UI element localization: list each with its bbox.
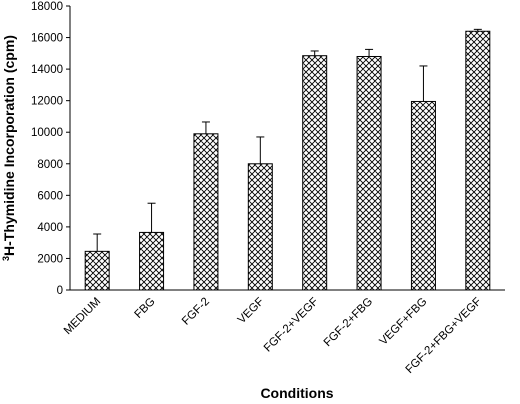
y-tick-label: 10000 bbox=[31, 127, 63, 139]
bar-vegf bbox=[247, 163, 273, 291]
bar-fgf-2-plus-fbg-plus-vegf bbox=[465, 30, 491, 291]
y-axis-title-superscript: 3 bbox=[1, 256, 11, 261]
y-tick-label: 4000 bbox=[37, 222, 63, 234]
y-tick-label: 8000 bbox=[37, 159, 63, 171]
bars bbox=[84, 28, 491, 291]
bar-fgf-2-plus-vegf bbox=[302, 55, 328, 291]
y-axis-ticks: 0 2000 4000 6000 8000 10000 12000 14000 16000 180… bbox=[31, 1, 70, 297]
x-category-label: FGF-2 bbox=[180, 296, 212, 328]
bar-fgf-2 bbox=[193, 133, 219, 291]
x-axis-title: Conditions bbox=[260, 385, 333, 401]
y-tick-label: 14000 bbox=[31, 64, 63, 76]
bar-vegf-plus-fbg bbox=[410, 100, 436, 291]
bar-fbg bbox=[139, 231, 165, 291]
y-tick-label: 2000 bbox=[37, 253, 63, 265]
x-category-label: FGF-2+FBG bbox=[322, 296, 375, 349]
x-category-label: MEDIUM bbox=[62, 296, 103, 337]
y-tick-label: 12000 bbox=[31, 96, 63, 108]
y-tick-label: 6000 bbox=[37, 190, 63, 202]
bar-fgf-2-plus-fbg bbox=[356, 55, 382, 291]
y-tick-label: 18000 bbox=[31, 1, 63, 13]
y-tick-label: 16000 bbox=[31, 33, 63, 45]
x-category-label: FGF-2+VEGF bbox=[262, 296, 321, 355]
y-tick-label: 0 bbox=[57, 285, 63, 297]
bar-medium bbox=[84, 250, 110, 291]
x-category-label: VEGF+FBG bbox=[377, 296, 429, 348]
y-axis-title: 3H-Thymidine Incorporation (cpm) bbox=[1, 35, 17, 261]
x-category-label: VEGF bbox=[236, 296, 267, 327]
y-axis-title-main: H-Thymidine Incorporation (cpm) bbox=[1, 35, 17, 256]
x-category-label: FBG bbox=[132, 296, 157, 321]
